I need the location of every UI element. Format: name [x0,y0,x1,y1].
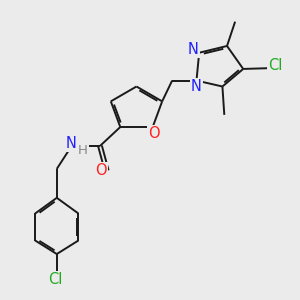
Text: N: N [188,42,199,57]
Text: H: H [78,143,88,157]
Text: Cl: Cl [268,58,282,73]
Text: O: O [148,126,160,141]
Text: Cl: Cl [48,272,63,287]
Text: N: N [66,136,76,151]
Text: O: O [96,163,107,178]
Text: N: N [191,79,202,94]
